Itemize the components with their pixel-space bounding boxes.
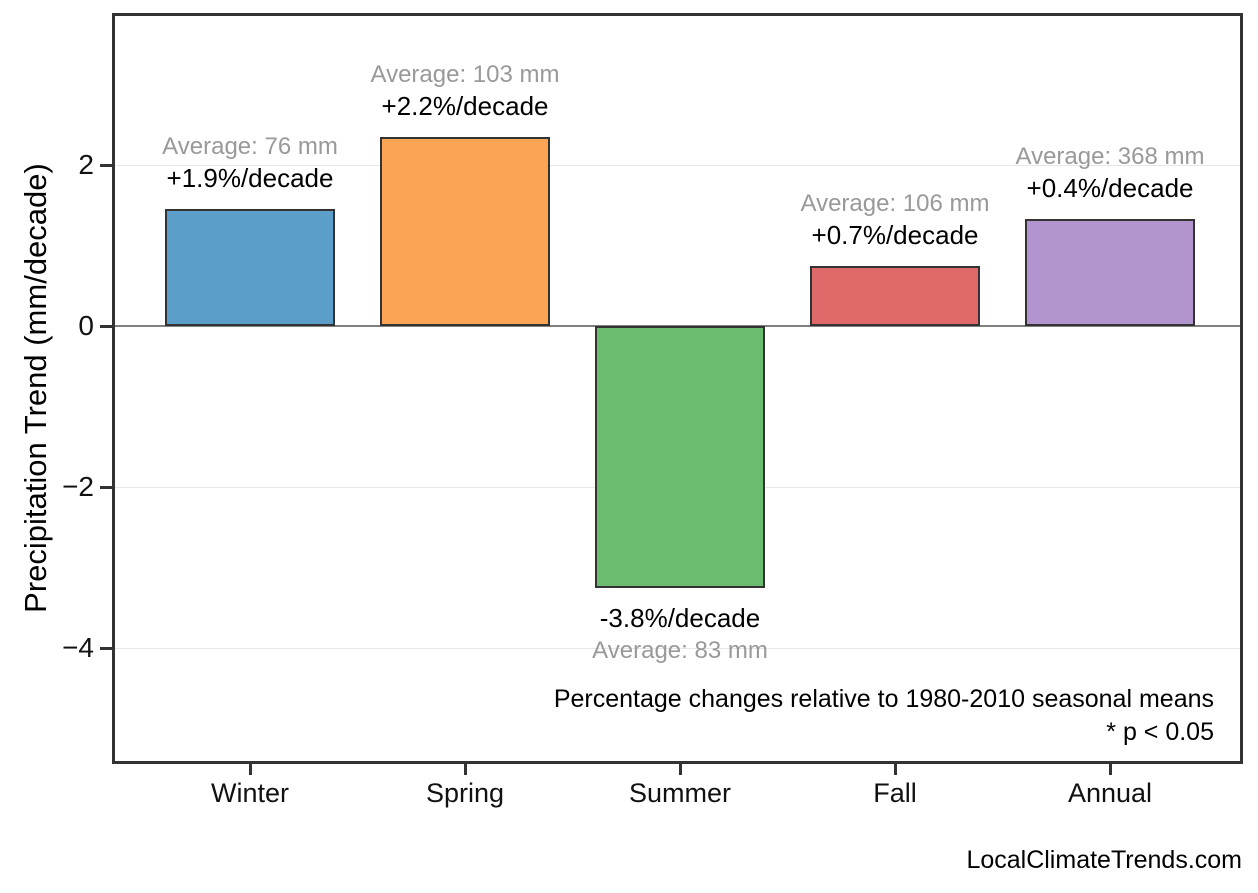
bar-labels-fall: Average: 106 mm +0.7%/decade: [801, 188, 990, 252]
x-tick-label-winter: Winter: [210, 778, 290, 808]
bar-average-label: Average: 368 mm: [1015, 142, 1205, 170]
y-tick-label: −4: [62, 632, 94, 664]
x-tick-mark: [1108, 764, 1112, 775]
annotation-block: Percentage changes relative to 1980-2010…: [554, 683, 1214, 749]
bar-fall: [810, 266, 980, 327]
bar-annual: [1025, 218, 1195, 327]
y-axis-title: Precipitation Trend (mm/decade): [18, 163, 53, 613]
bar-trend-label: +0.4%/decade: [1026, 172, 1194, 203]
annotation-line-2: * p < 0.05: [1106, 718, 1214, 746]
x-tick-mark: [463, 764, 467, 775]
x-tick-label-spring: Spring: [425, 778, 505, 808]
y-tick-label: −2: [62, 471, 94, 503]
gridline-y-4: [115, 647, 1240, 649]
bar-labels-spring: Average: 103 mm +2.2%/decade: [371, 59, 560, 123]
bar-summer: [595, 326, 765, 588]
x-tick-label-annual: Annual: [1067, 778, 1153, 808]
bar-average-label: Average: 103 mm: [370, 60, 560, 88]
bar-labels-annual: Average: 368 mm +0.4%/decade: [1016, 141, 1205, 205]
bar-average-label: Average: 106 mm: [800, 190, 990, 218]
bar-labels-summer: -3.8%/decade Average: 83 mm: [592, 602, 768, 666]
x-tick-mark: [678, 764, 682, 775]
plot-area: Percentage changes relative to 1980-2010…: [112, 13, 1243, 764]
y-tick-mark: [100, 646, 112, 650]
bar-labels-winter: Average: 76 mm +1.9%/decade: [162, 131, 338, 195]
y-tick-label: 2: [78, 149, 94, 180]
bar-trend-label: -3.8%/decade: [599, 602, 761, 633]
bar-trend-label: +2.2%/decade: [381, 90, 549, 121]
bar-trend-label: +0.7%/decade: [811, 220, 979, 251]
y-tick-mark: [100, 163, 112, 167]
bar-spring: [380, 136, 550, 327]
y-tick-mark: [100, 485, 112, 489]
y-tick-mark: [100, 324, 112, 328]
x-tick-mark: [893, 764, 897, 775]
bar-average-label: Average: 76 mm: [162, 133, 338, 161]
bar-average-label: Average: 83 mm: [592, 636, 768, 664]
x-tick-label-summer: Summer: [628, 778, 732, 808]
annotation-line-1: Percentage changes relative to 1980-2010…: [553, 685, 1214, 713]
watermark: LocalClimateTrends.com: [966, 846, 1242, 874]
x-tick-label-fall: Fall: [873, 778, 917, 808]
y-tick-label: 0: [78, 310, 94, 342]
bar-trend-label: +1.9%/decade: [166, 163, 334, 194]
bar-winter: [165, 209, 335, 327]
gridline-y2: [115, 164, 1240, 166]
x-tick-mark: [248, 764, 252, 775]
